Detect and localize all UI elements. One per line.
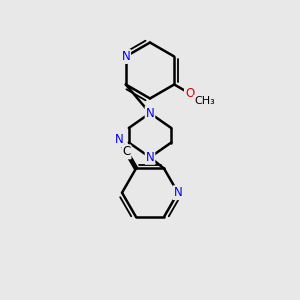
Text: N: N xyxy=(146,151,154,164)
Text: N: N xyxy=(146,107,154,120)
Text: CH₃: CH₃ xyxy=(194,96,215,106)
Text: N: N xyxy=(174,186,182,199)
Text: C: C xyxy=(122,146,130,158)
Text: O: O xyxy=(185,87,194,100)
Text: N: N xyxy=(115,133,124,146)
Text: N: N xyxy=(122,50,130,63)
